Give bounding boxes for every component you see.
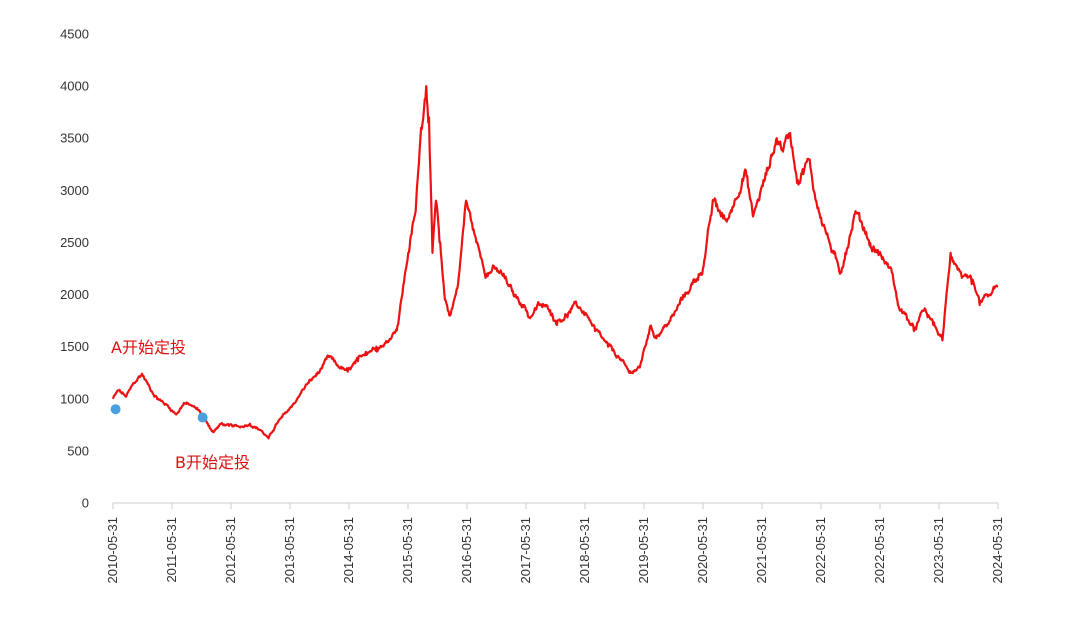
x-tick-label: 2011-05-31 [164, 517, 179, 583]
y-tick-label: 4500 [60, 27, 89, 42]
y-tick-label: 1500 [60, 339, 89, 354]
y-tick-label: 4000 [60, 79, 89, 94]
x-tick-label: 2013-05-31 [282, 517, 297, 584]
x-tick-label: 2018-05-31 [577, 517, 592, 584]
x-tick-label: 2022-05-31 [813, 517, 828, 584]
x-tick-label: 2019-05-31 [636, 517, 651, 584]
x-tick-label: 2024-05-31 [990, 517, 1005, 584]
x-tick-label: 2016-05-31 [459, 517, 474, 584]
start-point-marker [110, 404, 121, 415]
x-tick-label: 2020-05-31 [695, 517, 710, 584]
x-tick-label: 2017-05-31 [518, 517, 533, 584]
x-tick-label: 2012-05-31 [223, 517, 238, 584]
y-axis: 0 500 1000 1500 2000 2500 3000 3500 4000 4500 [60, 27, 89, 511]
x-tick-label: 2023-05-31 [931, 517, 946, 584]
series-line [111, 85, 999, 440]
y-tick-label: 0 [82, 496, 89, 511]
annotation-b: B开始定投 [175, 453, 250, 472]
plot-area [111, 85, 999, 440]
y-tick-label: 3500 [60, 131, 89, 146]
x-tick-label: 2010-05-31 [105, 517, 120, 584]
y-tick-label: 500 [67, 443, 89, 458]
start-point-marker [197, 412, 208, 423]
y-tick-label: 2500 [60, 235, 89, 250]
y-tick-label: 1000 [60, 391, 89, 406]
x-tick-label: 2021-05-31 [754, 517, 769, 584]
x-axis: 2010-05-31 2011-05-31 2012-05-31 2013-05-31… [105, 502, 1005, 584]
annotation-a: A开始定投 [111, 338, 186, 357]
markers [110, 404, 208, 423]
y-tick-label: 2000 [60, 287, 89, 302]
x-tick-label: 2015-05-31 [400, 517, 415, 584]
y-tick-label: 3000 [60, 183, 89, 198]
x-tick-label: 2022-05-31 [872, 517, 887, 584]
x-tick-label: 2014-05-31 [341, 517, 356, 584]
